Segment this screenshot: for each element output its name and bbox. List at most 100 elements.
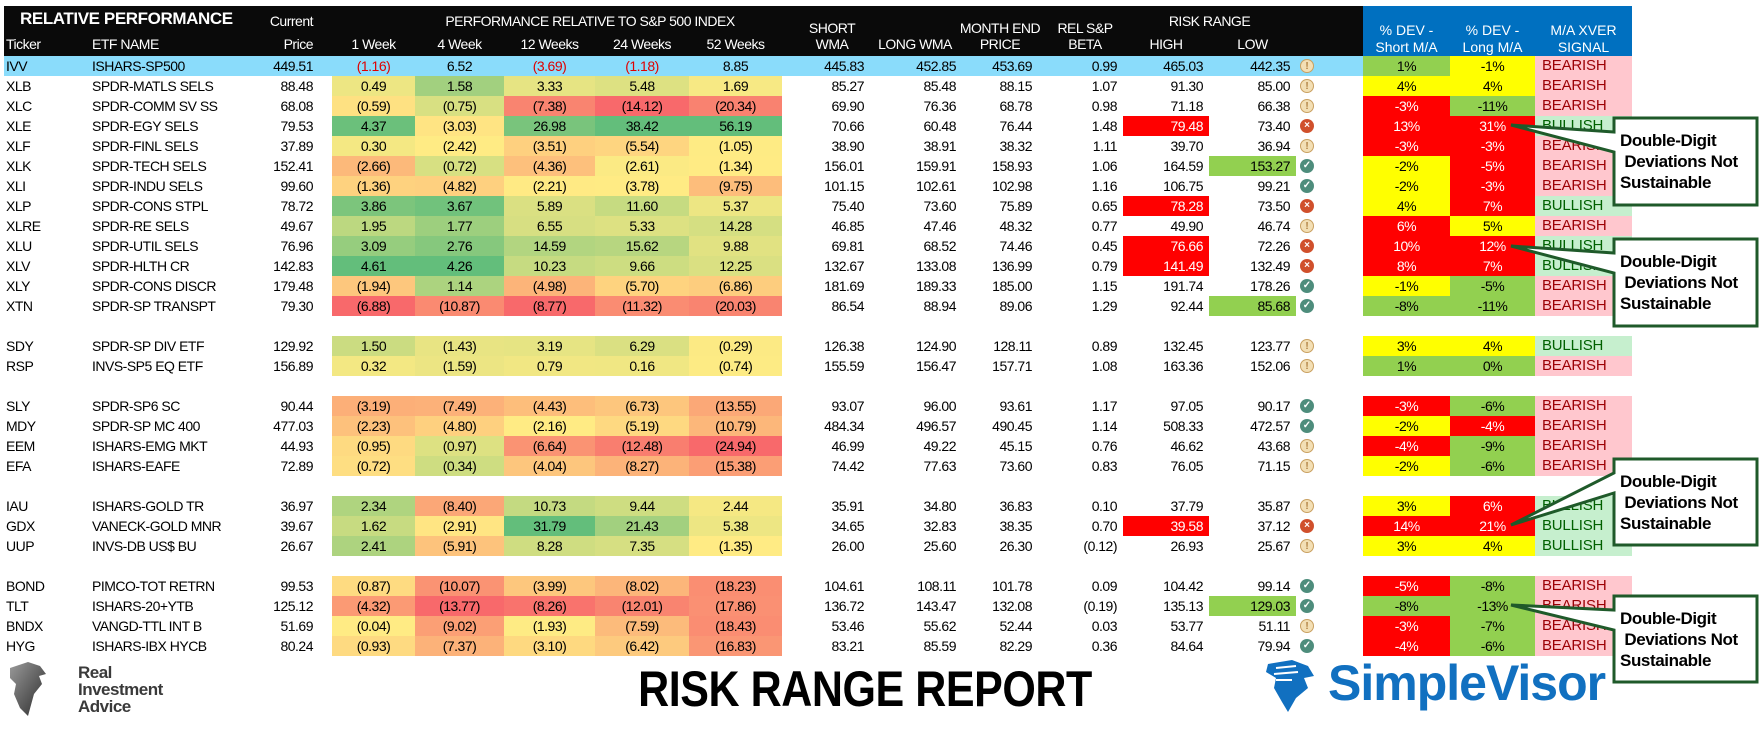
warning-icon: !	[1300, 439, 1314, 453]
dev-short-ma-cell: -3%	[1363, 136, 1450, 156]
dev-long-ma-cell: -9%	[1450, 436, 1535, 456]
long-wma-cell: 96.00	[923, 398, 956, 414]
perf-cell-52w: (18.43)	[689, 616, 782, 636]
col-header-short: SHORT	[808, 20, 856, 36]
current-price-cell: 44.93	[280, 438, 313, 454]
table-row[interactable]: EFA ISHARS-EAFE 72.89 (0.72) (0.34) (4.04) (8.…	[0, 456, 1632, 476]
table-row[interactable]: GDX VANECK-GOLD MNR 39.67 1.62 (2.91) 31.79 21…	[0, 516, 1632, 536]
current-price-cell: 477.03	[273, 418, 313, 434]
month-end-price-cell: 157.71	[992, 358, 1032, 374]
dev-short-ma-cell: -3%	[1363, 396, 1450, 416]
table-row[interactable]: HYG ISHARS-IBX HYCB 80.24 (0.93) (7.37) (3.10…	[0, 636, 1632, 656]
table-row[interactable]: XLRE SPDR-RE SELS 49.67 1.95 1.77 6.55 5.33 14.…	[0, 216, 1632, 236]
ma-crossover-signal-cell: BULLISH	[1535, 196, 1632, 216]
table-row[interactable]: MDY SPDR-SP MC 400 477.03 (2.23) (4.80) (2.16…	[0, 416, 1632, 436]
warning-icon: !	[1300, 339, 1314, 353]
table-row[interactable]: XLI SPDR-INDU SELS 99.60 (1.36) (4.82) (2.21)…	[0, 176, 1632, 196]
perf-cell-1w: (1.36)	[332, 176, 415, 196]
etf-name-cell: SPDR-INDU SELS	[92, 178, 203, 194]
x-circle-icon: ×	[1300, 119, 1314, 133]
table-row[interactable]: XLC SPDR-COMM SV SS 68.08 (0.59) (0.75) (7.38…	[0, 96, 1632, 116]
perf-cell-52w: (0.74)	[689, 356, 782, 376]
x-circle-icon: ×	[1300, 519, 1314, 533]
etf-name-cell: ISHARS-EAFE	[92, 458, 180, 474]
month-end-price-cell: 52.44	[999, 618, 1032, 634]
warning-icon: !	[1300, 59, 1314, 73]
callout-box	[1510, 457, 1759, 547]
risk-range-high-cell: 39.58	[1123, 516, 1209, 536]
table-row[interactable]: RSP INVS-SP5 EQ ETF 156.89 0.32 (1.59) 0.79 0.…	[0, 356, 1632, 376]
perf-cell-12w: 5.89	[504, 196, 595, 216]
col-header-12-weeks: 12 Weeks	[520, 36, 580, 52]
table-row[interactable]: XLU SPDR-UTIL SELS 76.96 3.09 2.76 14.59 15.62…	[0, 236, 1632, 256]
col-header-24-weeks: 24 Weeks	[613, 36, 672, 52]
month-end-price-cell: 102.98	[992, 178, 1032, 194]
table-row[interactable]: XLV SPDR-HLTH CR 142.83 4.61 4.26 10.23 9.66 12…	[0, 256, 1632, 276]
risk-range-low-cell: 99.21	[1257, 178, 1290, 194]
month-end-price-cell: 88.15	[999, 78, 1032, 94]
table-row[interactable]: XLP SPDR-CONS STPL 78.72 3.86 3.67 5.89 11.60 5…	[0, 196, 1632, 216]
perf-cell-1w: (0.95)	[332, 436, 415, 456]
perf-cell-1w: (1.16)	[356, 58, 391, 74]
month-end-price-cell: 128.11	[993, 338, 1032, 354]
perf-cell-4w: (8.40)	[415, 496, 504, 516]
risk-range-high-cell: 132.45	[1163, 338, 1203, 354]
callout-text: Double-Digit Deviations Not Sustainable	[1620, 251, 1756, 314]
perf-cell-4w: (9.02)	[415, 616, 504, 636]
current-price-cell: 88.48	[280, 78, 313, 94]
x-circle-icon: ×	[1300, 199, 1314, 213]
table-row[interactable]: BNDX VANGD-TTL INT B 51.69 (0.04) (9.02) (1.9…	[0, 616, 1632, 636]
perf-cell-1w: 3.09	[332, 236, 415, 256]
month-end-price-cell: 26.30	[999, 538, 1032, 554]
perf-cell-1w: 1.50	[332, 336, 415, 356]
col-header-dev-short-2: Short M/A	[1375, 39, 1438, 55]
benchmark-row[interactable]: IVV ISHARS-SP500 449.51 (1.16) 6.52 (3.69) (1.…	[0, 56, 1632, 76]
table-row[interactable]: UUP INVS-DB US$ BU 26.67 2.41 (5.91) 8.28 7.35…	[0, 536, 1632, 556]
etf-name-cell: ISHARS-GOLD TR	[92, 498, 204, 514]
table-row[interactable]: IAU ISHARS-GOLD TR 36.97 2.34 (8.40) 10.73 9.4…	[0, 496, 1632, 516]
perf-cell-24w: (5.70)	[595, 276, 689, 296]
beta-cell: (0.19)	[1083, 598, 1117, 614]
ticker-cell: XLC	[6, 98, 32, 114]
ticker-cell: MDY	[6, 418, 36, 434]
short-wma-cell: 53.46	[831, 618, 864, 634]
perf-cell-4w: (1.43)	[415, 336, 504, 356]
dev-short-ma-cell: -3%	[1363, 96, 1450, 116]
current-price-cell: 36.97	[280, 498, 313, 514]
ma-crossover-signal-cell: BULLISH	[1535, 536, 1632, 556]
long-wma-cell: 88.94	[923, 298, 956, 314]
table-row[interactable]: XLK SPDR-TECH SELS 152.41 (2.66) (0.72) (4.36…	[0, 156, 1632, 176]
month-end-price-cell: 68.78	[999, 98, 1032, 114]
beta-cell: 0.79	[1091, 258, 1118, 274]
etf-name-cell: SPDR-SP6 SC	[92, 398, 180, 414]
short-wma-cell: 75.40	[831, 198, 864, 214]
dev-long-ma-cell: 7%	[1450, 256, 1535, 276]
table-row[interactable]: EEM ISHARS-EMG MKT 44.93 (0.95) (0.97) (6.64)…	[0, 436, 1632, 456]
ticker-cell: XLE	[6, 118, 31, 134]
perf-cell-1w: 2.34	[332, 496, 415, 516]
callout-line: Deviations Not	[1620, 152, 1738, 171]
perf-cell-4w: 1.14	[415, 276, 504, 296]
table-row[interactable]: XLY SPDR-CONS DISCR 179.48 (1.94) 1.14 (4.98)…	[0, 276, 1632, 296]
perf-cell-1w: 1.62	[332, 516, 415, 536]
ticker-cell: RSP	[6, 358, 34, 374]
beta-cell: 1.29	[1091, 298, 1118, 314]
perf-cell-24w: 38.42	[595, 116, 689, 136]
col-header-rel-sp: REL S&P	[1057, 20, 1113, 36]
table-row[interactable]: XTN SPDR-SP TRANSPT 79.30 (6.88) (10.87) (8.7…	[0, 296, 1632, 316]
risk-range-low-cell: 90.17	[1257, 398, 1290, 414]
perf-cell-52w: (1.34)	[689, 156, 782, 176]
perf-cell-4w: (10.87)	[415, 296, 504, 316]
table-row[interactable]: XLB SPDR-MATLS SELS 88.48 0.49 1.58 3.33 5.48 1…	[0, 76, 1632, 96]
table-row[interactable]: BOND PIMCO-TOT RETRN 99.53 (0.87) (10.07) (3.…	[0, 576, 1632, 596]
current-price-cell: 449.51	[273, 58, 313, 74]
perf-cell-24w: (6.73)	[595, 396, 689, 416]
dev-short-ma-cell: -1%	[1363, 276, 1450, 296]
perf-cell-52w: (17.86)	[689, 596, 782, 616]
long-wma-cell: 452.85	[916, 58, 956, 74]
long-wma-cell: 34.80	[923, 498, 956, 514]
table-row[interactable]: SLY SPDR-SP6 SC 90.44 (3.19) (7.49) (4.43) (6.…	[0, 396, 1632, 416]
table-row[interactable]: SDY SPDR-SP DIV ETF 129.92 1.50 (1.43) 3.19 6.…	[0, 336, 1632, 356]
month-end-price-cell: 36.83	[999, 498, 1032, 514]
perf-cell-52w: (10.79)	[689, 416, 782, 436]
